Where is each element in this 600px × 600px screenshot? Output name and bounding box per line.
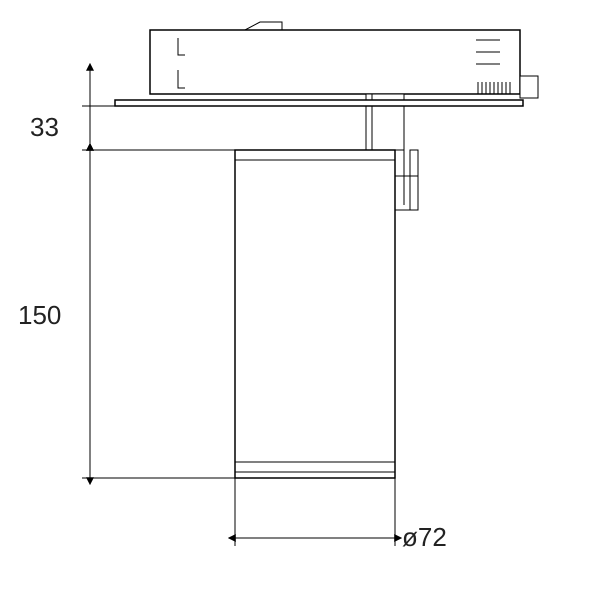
lamp-body [235, 150, 395, 478]
track-adapter [150, 22, 538, 98]
dimension-diameter-label: ø72 [402, 522, 447, 552]
dimension-150: 150 [18, 150, 235, 478]
stem [115, 94, 523, 150]
dimension-150-label: 150 [18, 300, 61, 330]
dimension-33-label: 33 [30, 112, 59, 142]
dimension-diameter: ø72 [235, 478, 447, 552]
